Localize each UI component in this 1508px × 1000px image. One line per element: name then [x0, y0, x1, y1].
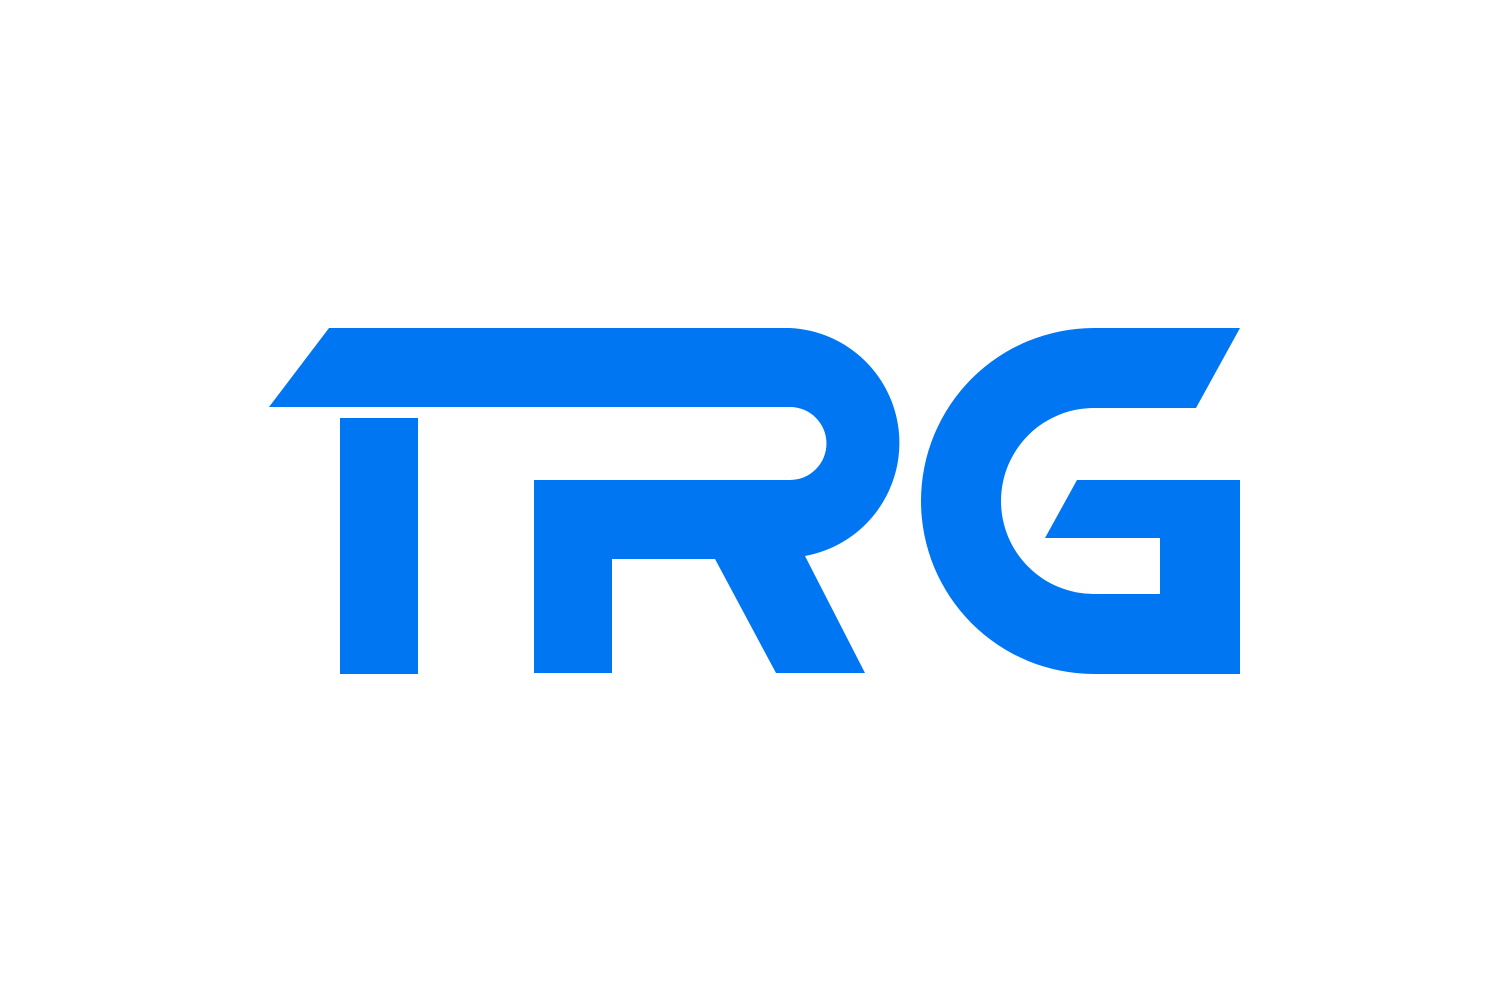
logo-mark — [269, 328, 1240, 674]
logo-t-r-top-bar — [269, 328, 900, 673]
logo-g — [921, 328, 1240, 674]
logo-t-stem — [340, 418, 418, 674]
